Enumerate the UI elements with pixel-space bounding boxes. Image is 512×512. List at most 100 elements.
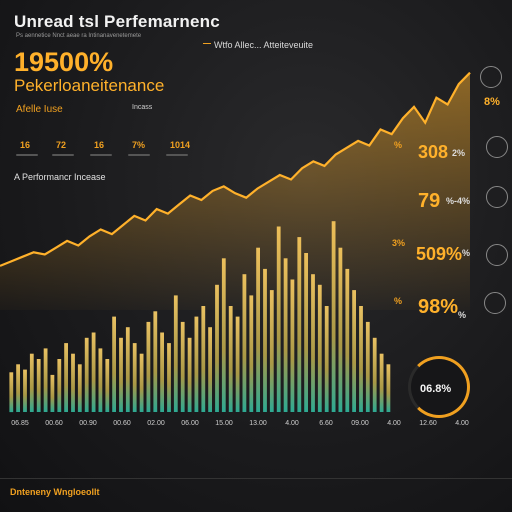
headline-percent: 19500% [14,47,114,77]
stat-bar [52,154,74,156]
gauge-value: 06.8% [420,383,452,395]
bar [338,247,343,412]
x-tick-label: 02.00 [147,420,165,427]
bar [119,337,123,412]
bar [125,327,130,412]
bar [290,279,295,412]
trend-line [0,71,471,267]
bar [180,321,185,412]
right-small-value: % [462,248,471,258]
bar [215,284,219,412]
x-tick-label: 06.00 [181,420,199,427]
section-label-mid: Incass [132,104,153,111]
stat-value: 16 [94,140,105,150]
right-value: 79 [418,190,441,212]
bar [345,268,350,412]
x-tick-label: 00.60 [45,420,63,427]
bar [167,343,171,412]
bar [228,306,233,412]
bar [331,221,336,412]
stat-value: 72 [56,140,67,150]
bar [324,306,329,412]
x-tick-label: 15.00 [215,420,233,427]
bar [297,237,302,412]
right-small-value: % [458,310,467,320]
bar [304,253,308,412]
chart-icon [486,136,508,158]
bar [352,290,356,412]
performance-label: A Performancr Incease [14,172,106,182]
bar [208,327,212,412]
stat-value: 1014 [170,140,191,150]
bar [112,316,116,412]
bar [29,353,34,412]
bar [77,364,82,412]
x-tick-label: 6.60 [319,420,333,427]
bar [98,348,103,412]
person-icon [486,186,508,208]
bar [132,343,137,412]
x-tick-label: 4.00 [285,420,299,427]
x-tick-label: 00.60 [113,420,131,427]
x-tick-label: 09.00 [351,420,369,427]
stat-bar [16,154,38,156]
x-tick-label: 00.90 [79,420,97,427]
trend-area [0,72,470,310]
bar [187,337,192,412]
bar [276,226,281,412]
bar [201,306,206,412]
bar [379,353,384,412]
side-label: % [394,296,403,306]
bar [317,284,322,412]
bar [269,290,274,412]
side-label: % [394,140,403,150]
bar [160,332,164,412]
bar [372,337,377,412]
bar [235,316,240,412]
right-value: 308 [418,142,449,162]
bar [71,353,75,412]
bar [173,295,178,412]
x-tick-label: 13.00 [249,420,267,427]
bar [256,247,260,412]
bar [146,321,151,412]
legend-swatch [203,43,211,44]
section-label-left: Afelle Iuse [16,104,63,115]
bar [359,306,363,412]
stat-value: 16 [20,140,31,150]
bar [91,332,96,412]
stat-bar [166,154,188,156]
right-value: 509% [416,244,463,264]
right-small-value: %-4% [446,196,471,206]
bar [23,369,27,412]
legend-label: Wtfo Allec... Atteiteveuite [214,40,314,50]
bar [386,364,391,412]
bar [365,321,370,412]
bar [105,359,110,412]
chart-subtitle: Ps aennetice Nnct aeae ra Intinanavenete… [16,33,142,39]
x-tick-label: 12.60 [419,420,437,427]
x-tick-label: 4.00 [455,420,469,427]
bar [64,343,68,412]
bar [221,258,226,412]
globe-icon [486,244,508,266]
side-label: 3% [392,238,406,248]
bar [194,316,199,412]
bar [57,359,62,412]
bar [36,359,41,412]
bar [249,295,254,412]
x-tick-label: 06.85 [11,420,29,427]
stat-bar [128,154,150,156]
x-tick-label: 4.00 [387,420,401,427]
stat-bar [90,154,112,156]
right-value: 8% [484,96,500,108]
bar [9,372,14,413]
gauge-ring [408,356,470,418]
footer-divider [0,478,512,479]
bar [50,374,55,412]
footer-label: Dnteneny Wngloeollt [10,487,100,497]
bar [84,337,89,412]
gear-icon [480,66,502,88]
chart-title: Unread tsl Perfemarnenc [14,12,220,31]
